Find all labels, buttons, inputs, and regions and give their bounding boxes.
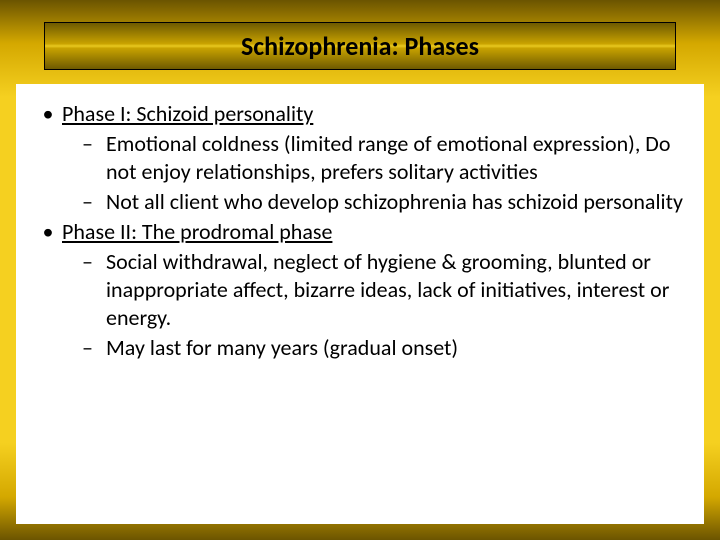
title-box: Schizophrenia: Phases	[44, 22, 676, 70]
list-item: • Phase II: The prodromal phase	[34, 218, 686, 246]
bullet-marker: –	[82, 248, 106, 332]
bullet-marker: –	[82, 130, 106, 186]
bullet-text: Social withdrawal, neglect of hygiene & …	[106, 248, 686, 332]
list-item: – Social withdrawal, neglect of hygiene …	[82, 248, 686, 332]
bullet-text: Not all client who develop schizophrenia…	[106, 188, 683, 216]
slide-title: Schizophrenia: Phases	[241, 30, 479, 62]
list-item: – Emotional coldness (limited range of e…	[82, 130, 686, 186]
list-item: – May last for many years (gradual onset…	[82, 334, 686, 362]
list-item: • Phase I: Schizoid personality	[34, 100, 686, 128]
slide: Schizophrenia: Phases • Phase I: Schizoi…	[0, 0, 720, 540]
bullet-marker: •	[34, 100, 62, 128]
bullet-marker: –	[82, 334, 106, 362]
bullet-marker: •	[34, 218, 62, 246]
bullet-text: Phase I: Schizoid personality	[62, 100, 313, 128]
bullet-text: Emotional coldness (limited range of emo…	[106, 130, 686, 186]
bullet-text: May last for many years (gradual onset)	[106, 334, 458, 362]
bullet-text: Phase II: The prodromal phase	[62, 218, 332, 246]
list-item: – Not all client who develop schizophren…	[82, 188, 686, 216]
content-box: • Phase I: Schizoid personality – Emotio…	[16, 84, 704, 524]
bullet-marker: –	[82, 188, 106, 216]
